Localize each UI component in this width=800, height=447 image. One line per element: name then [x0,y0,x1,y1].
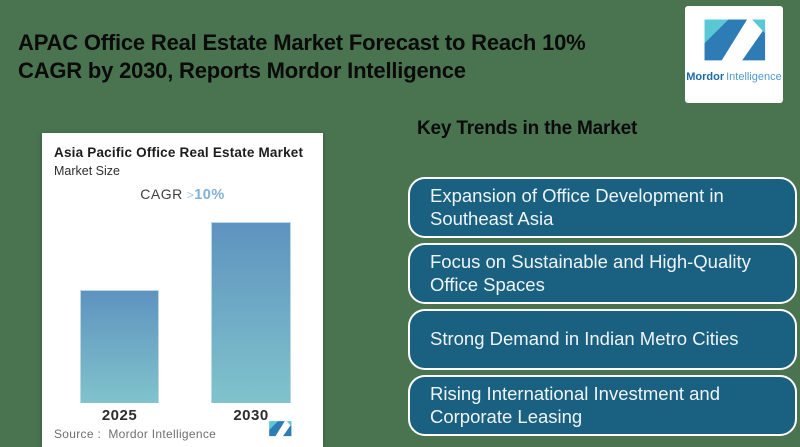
trends-heading: Key Trends in the Market [417,118,638,139]
bar-2030 [211,222,291,403]
logo-wordmark: Mordor Intelligence [686,71,782,83]
chart-source: Source : Mordor Intelligence [54,427,217,441]
chart-subtitle: Market Size [54,164,120,178]
cagr-annotation: CAGR >10% [42,186,323,203]
trend-item-indian-metro: Strong Demand in Indian Metro Cities [408,309,797,371]
trend-item-international-investment: Rising International Investment and Corp… [408,375,797,437]
logo-wordmark-bold: Mordor [686,71,725,83]
cagr-value: 10% [194,187,225,203]
mordor-mini-logo-icon [268,420,292,442]
trend-item-sustainable-spaces: Focus on Sustainable and High-Quality Of… [408,243,797,305]
page-title: APAC Office Real Estate Market Forecast … [18,30,586,83]
mordor-logo-icon [701,6,767,67]
cagr-label: CAGR [140,186,183,202]
cagr-gt-sign: > [186,188,195,202]
x-tick-2025: 2025 [101,407,138,424]
logo-wordmark-light: Intelligence [726,71,782,83]
trend-item-southeast-asia: Expansion of Office Development in South… [408,177,797,239]
x-tick-2030: 2030 [233,407,269,424]
trend-list: Expansion of Office Development in South… [408,177,797,437]
market-size-chart-card: Asia Pacific Office Real Estate Market M… [42,133,323,447]
bar-2025 [80,290,159,403]
mordor-intelligence-logo: Mordor Intelligence [685,6,783,103]
chart-title: Asia Pacific Office Real Estate Market [54,145,304,160]
